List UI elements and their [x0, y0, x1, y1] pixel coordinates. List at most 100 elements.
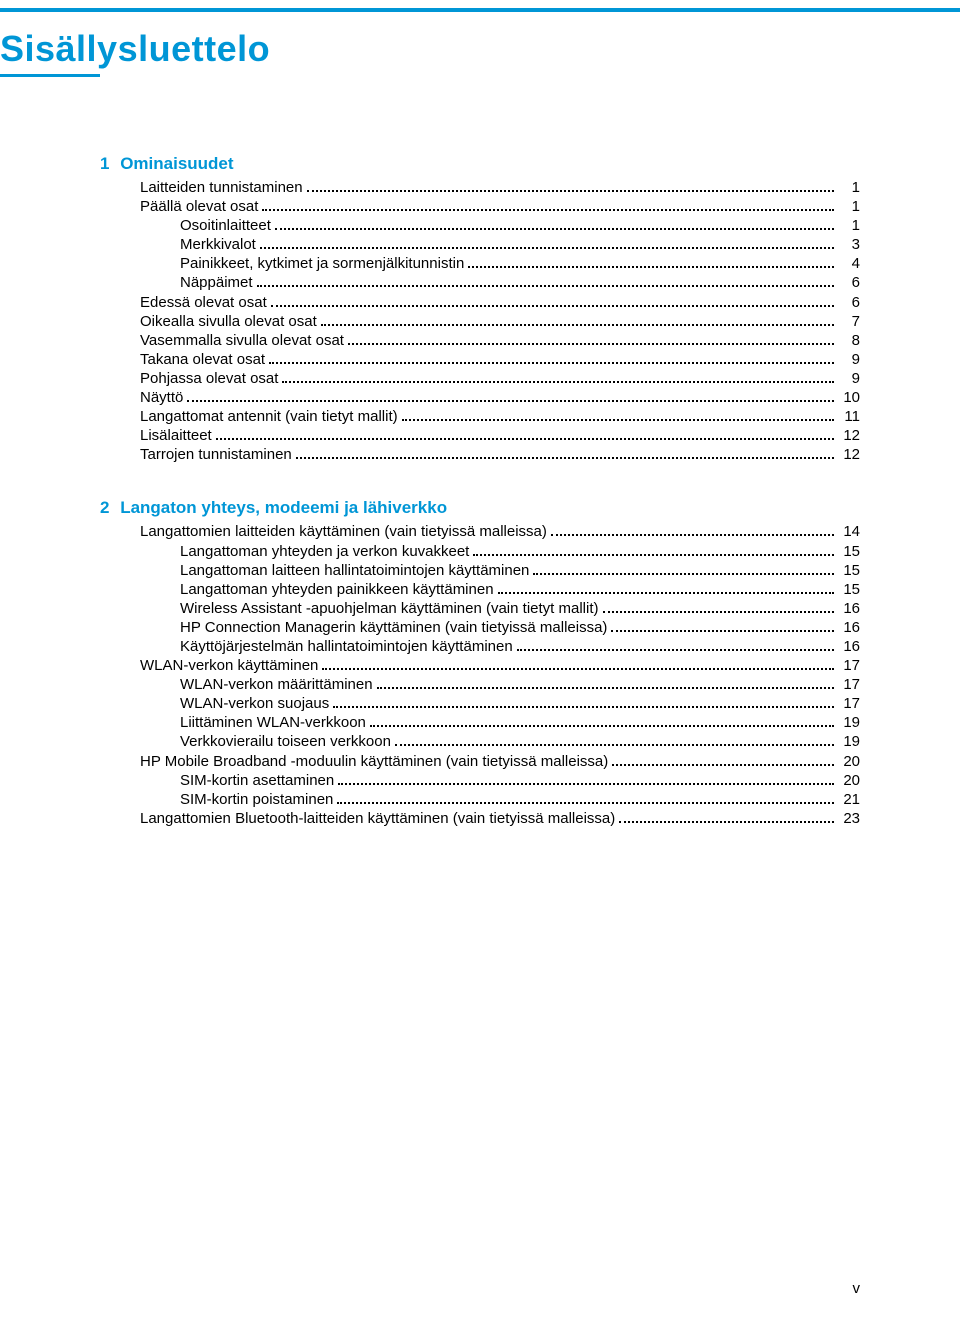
leader-dots: [348, 343, 834, 345]
leader-dots: [307, 190, 834, 192]
leader-dots: [473, 554, 834, 556]
leader-dots: [333, 706, 834, 708]
toc-entry-page: 19: [838, 715, 860, 730]
title-underline: [0, 74, 100, 77]
toc-entry-page: 23: [838, 811, 860, 826]
toc-entry-page: 9: [838, 352, 860, 367]
toc-entry-label: Näppäimet: [180, 275, 253, 290]
leader-dots: [296, 457, 834, 459]
leader-dots: [260, 247, 834, 249]
toc-entry-page: 1: [838, 180, 860, 195]
document-title: Sisällysluettelo: [0, 28, 270, 70]
toc-entry-label: Käyttöjärjestelmän hallintatoimintojen k…: [180, 639, 513, 654]
toc-entry: Langattoman yhteyden painikkeen käyttämi…: [100, 582, 860, 597]
toc-entry: Langattoman yhteyden ja verkon kuvakkeet…: [100, 544, 860, 559]
chapter-heading: 1 Ominaisuudet: [100, 154, 860, 174]
toc-entry-page: 17: [838, 677, 860, 692]
toc-entry: Verkkovierailu toiseen verkkoon 19: [100, 734, 860, 749]
toc-entry-label: HP Connection Managerin käyttäminen (vai…: [180, 620, 607, 635]
toc-entry-label: Langattomien Bluetooth-laitteiden käyttä…: [140, 811, 615, 826]
toc-entry-page: 14: [838, 524, 860, 539]
chapter-number: 2: [100, 498, 109, 517]
leader-dots: [611, 630, 834, 632]
toc-entry-page: 1: [838, 199, 860, 214]
toc-entry: Merkkivalot3: [100, 237, 860, 252]
toc-entry-label: Painikkeet, kytkimet ja sormenjälkitunni…: [180, 256, 464, 271]
toc-entry: Vasemmalla sivulla olevat osat8: [100, 333, 860, 348]
toc-entry: Wireless Assistant -apuohjelman käyttämi…: [100, 601, 860, 616]
document-page: Sisällysluettelo 1 OminaisuudetLaitteide…: [0, 0, 960, 1339]
chapter-gap: [100, 466, 860, 492]
table-of-contents: 1 OminaisuudetLaitteiden tunnistaminen1P…: [100, 148, 860, 830]
toc-entry-page: 15: [838, 582, 860, 597]
toc-entry-label: SIM-kortin asettaminen: [180, 773, 334, 788]
toc-entry: Takana olevat osat 9: [100, 352, 860, 367]
leader-dots: [551, 534, 834, 536]
toc-entry-page: 19: [838, 734, 860, 749]
leader-dots: [337, 802, 834, 804]
leader-dots: [377, 687, 834, 689]
toc-entry: Tarrojen tunnistaminen12: [100, 447, 860, 462]
toc-entry-label: SIM-kortin poistaminen: [180, 792, 333, 807]
chapter-number: 1: [100, 154, 109, 173]
toc-entry-label: WLAN-verkon käyttäminen: [140, 658, 318, 673]
leader-dots: [370, 725, 834, 727]
toc-entry: Osoitinlaitteet1: [100, 218, 860, 233]
toc-entry-label: Langattomien laitteiden käyttäminen (vai…: [140, 524, 547, 539]
toc-entry-label: Verkkovierailu toiseen verkkoon: [180, 734, 391, 749]
leader-dots: [257, 285, 834, 287]
toc-entry-page: 17: [838, 658, 860, 673]
leader-dots: [216, 438, 834, 440]
leader-dots: [603, 611, 835, 613]
leader-dots: [533, 573, 834, 575]
leader-dots: [468, 266, 834, 268]
leader-dots: [269, 362, 834, 364]
toc-entry-label: Langattoman yhteyden ja verkon kuvakkeet: [180, 544, 469, 559]
leader-dots: [498, 592, 834, 594]
toc-entry: Langattomien laitteiden käyttäminen (vai…: [100, 524, 860, 539]
toc-entry-page: 7: [838, 314, 860, 329]
leader-dots: [271, 305, 834, 307]
toc-entry-page: 15: [838, 544, 860, 559]
toc-entry-label: Oikealla sivulla olevat osat: [140, 314, 317, 329]
leader-dots: [395, 744, 834, 746]
toc-entry: WLAN-verkon määrittäminen 17: [100, 677, 860, 692]
toc-entry-page: 20: [838, 754, 860, 769]
chapter-heading: 2 Langaton yhteys, modeemi ja lähiverkko: [100, 498, 860, 518]
toc-entry-label: Langattoman yhteyden painikkeen käyttämi…: [180, 582, 494, 597]
toc-entry: Langattoman laitteen hallintatoimintojen…: [100, 563, 860, 578]
toc-entry-page: 16: [838, 601, 860, 616]
toc-entry: SIM-kortin asettaminen20: [100, 773, 860, 788]
toc-entry: WLAN-verkon käyttäminen 17: [100, 658, 860, 673]
toc-entry: Pohjassa olevat osat 9: [100, 371, 860, 386]
top-rule: [0, 8, 960, 12]
toc-entry-label: HP Mobile Broadband -moduulin käyttämine…: [140, 754, 608, 769]
leader-dots: [321, 324, 834, 326]
toc-entry: Käyttöjärjestelmän hallintatoimintojen k…: [100, 639, 860, 654]
toc-entry-page: 11: [838, 409, 860, 424]
leader-dots: [402, 419, 834, 421]
toc-entry-label: WLAN-verkon määrittäminen: [180, 677, 373, 692]
toc-entry-page: 15: [838, 563, 860, 578]
toc-entry-label: Näyttö: [140, 390, 183, 405]
toc-entry-label: Pohjassa olevat osat: [140, 371, 278, 386]
leader-dots: [187, 400, 834, 402]
toc-entry: WLAN-verkon suojaus17: [100, 696, 860, 711]
page-number: v: [853, 1280, 861, 1297]
leader-dots: [619, 821, 834, 823]
toc-entry-page: 8: [838, 333, 860, 348]
toc-entry-page: 10: [838, 390, 860, 405]
toc-entry-label: Osoitinlaitteet: [180, 218, 271, 233]
toc-entry-label: Takana olevat osat: [140, 352, 265, 367]
toc-entry: Painikkeet, kytkimet ja sormenjälkitunni…: [100, 256, 860, 271]
toc-entry-page: 9: [838, 371, 860, 386]
toc-entry: HP Connection Managerin käyttäminen (vai…: [100, 620, 860, 635]
toc-entry: Langattomat antennit (vain tietyt mallit…: [100, 409, 860, 424]
toc-entry: Näppäimet6: [100, 275, 860, 290]
toc-entry-label: Lisälaitteet: [140, 428, 212, 443]
toc-entry-page: 17: [838, 696, 860, 711]
leader-dots: [282, 381, 834, 383]
toc-entry: Näyttö 10: [100, 390, 860, 405]
leader-dots: [275, 228, 834, 230]
chapter-title: Langaton yhteys, modeemi ja lähiverkko: [120, 498, 447, 517]
